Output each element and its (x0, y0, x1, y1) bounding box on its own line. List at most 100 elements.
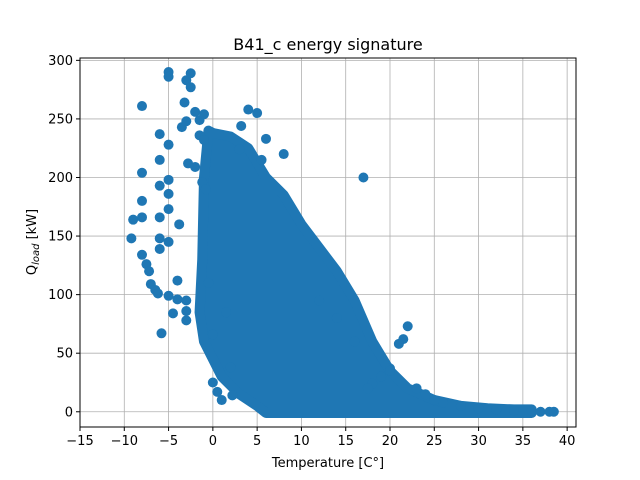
scatter-point (243, 104, 254, 115)
scatter-point (200, 184, 211, 195)
scatter-point (137, 212, 147, 223)
x-tick-label: −15 (66, 434, 93, 449)
scatter-point (261, 133, 271, 144)
scatter-point (221, 307, 232, 318)
scatter-point (185, 68, 196, 79)
scatter-point (156, 328, 167, 339)
x-tick-label: −10 (111, 434, 138, 449)
scatter-point (252, 108, 263, 119)
scatter-point (154, 129, 165, 140)
scatter-point (154, 243, 165, 254)
y-tick-label: 200 (48, 171, 73, 186)
scatter-point (163, 188, 174, 199)
scatter-point (212, 386, 223, 397)
y-axis-label-unit: [kW] (25, 209, 40, 244)
x-tick-label: 10 (293, 434, 310, 449)
scatter-point (331, 313, 342, 324)
scatter-point (163, 71, 174, 82)
scatter-point (137, 249, 147, 260)
scatter-point (163, 236, 174, 247)
scatter-point (526, 405, 537, 416)
x-tick-label: 0 (209, 434, 217, 449)
scatter-point (207, 329, 218, 340)
scatter-point (137, 195, 147, 206)
scatter-point (393, 338, 404, 349)
scatter-point (362, 383, 373, 394)
scatter-point (234, 144, 245, 155)
x-axis-label: Temperature [C°] (271, 456, 384, 471)
x-tick-label: 25 (426, 434, 443, 449)
scatter-point (385, 365, 395, 376)
scatter-point (473, 403, 484, 414)
scatter-point (199, 135, 209, 145)
scatter-point (455, 400, 466, 411)
scatter-point (163, 204, 174, 215)
scatter-point (376, 371, 387, 382)
scatter-point (181, 295, 192, 306)
y-axis-ticks: 0 50 100 150 200 250 300 (48, 54, 80, 420)
scatter-point (154, 154, 165, 165)
scatter-point (236, 120, 247, 131)
scatter-point (154, 212, 165, 223)
y-tick-label: 50 (56, 347, 73, 362)
scatter-point (154, 233, 165, 244)
scatter-point (168, 308, 178, 319)
scatter-point (174, 219, 185, 230)
scatter-point (181, 116, 192, 127)
x-tick-label: −5 (159, 434, 178, 449)
scatter-point (402, 321, 413, 332)
x-tick-label: 5 (253, 434, 261, 449)
scatter-point (349, 336, 360, 347)
scatter-point (181, 315, 192, 326)
scatter-point (535, 406, 546, 417)
scatter-point (179, 97, 190, 108)
scatter-point (185, 82, 196, 93)
y-tick-label: 0 (65, 405, 73, 420)
scatter-point (216, 395, 227, 406)
x-tick-label: 20 (382, 434, 399, 449)
scatter-point (154, 180, 165, 191)
scatter-point (190, 161, 201, 172)
x-axis-ticks: −15 −10 −5 0 5 10 15 20 25 30 35 40 (66, 427, 575, 449)
y-axis-label: Qload [kW] (25, 209, 42, 275)
scatter-point (411, 383, 422, 394)
scatter-point (548, 406, 559, 417)
scatter-point (199, 109, 209, 120)
scatter-point (420, 389, 431, 400)
scatter-point (358, 172, 369, 183)
x-tick-label: 30 (470, 434, 487, 449)
y-tick-label: 300 (48, 54, 73, 69)
scatter-point (181, 306, 192, 317)
x-tick-label: 40 (559, 434, 576, 449)
plot-frame (79, 57, 577, 428)
scatter-point (144, 266, 155, 277)
x-tick-label: 15 (337, 434, 354, 449)
scatter-point (225, 362, 236, 373)
y-tick-label: 250 (48, 112, 73, 127)
y-tick-label: 150 (48, 230, 73, 245)
y-axis-label-main: Q (25, 265, 40, 275)
scatter-point (163, 139, 174, 150)
scatter-point (172, 275, 183, 286)
chart-title: B41_c energy signature (233, 35, 422, 55)
scatter-point (163, 290, 174, 301)
scatter-point (128, 214, 139, 225)
scatter-point (203, 277, 214, 288)
scatter-point (152, 288, 163, 299)
scatter-point (429, 395, 440, 406)
scatter-point (256, 154, 267, 165)
scatter-point (227, 390, 238, 401)
scatter-point (509, 405, 519, 416)
scatter-point (172, 294, 183, 305)
scatter-point (190, 106, 201, 117)
y-tick-label: 100 (48, 288, 73, 303)
scatter-point (491, 404, 502, 415)
scatter-point (126, 233, 137, 244)
scatter-point (278, 149, 289, 160)
x-tick-label: 35 (515, 434, 532, 449)
scatter-point (137, 101, 147, 112)
scatter-point (438, 397, 449, 408)
scatter-point (207, 377, 218, 388)
